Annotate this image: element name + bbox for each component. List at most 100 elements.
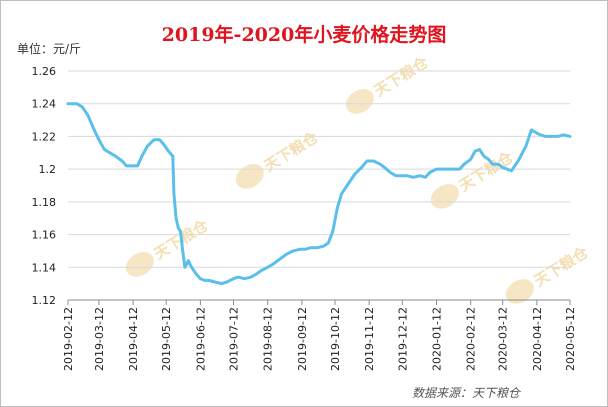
data-point [412, 176, 415, 179]
data-point [487, 158, 490, 161]
data-point [81, 105, 84, 109]
data-point [177, 226, 180, 230]
watermark-logo: 天下粮仓 [505, 243, 592, 304]
data-point [92, 127, 95, 130]
data-point [424, 176, 427, 179]
data-point [524, 145, 528, 148]
watermark-logo: 天下粮仓 [345, 53, 432, 114]
data-point [174, 217, 178, 220]
data-point [131, 164, 135, 168]
x-tick-label: 2019-10-12 [329, 307, 342, 371]
x-tick-label: 2019-11-12 [363, 307, 376, 371]
data-point [505, 167, 509, 171]
data-point [304, 248, 307, 251]
data-point [458, 167, 461, 171]
data-point [171, 154, 174, 158]
x-tick-label: 2020-01-12 [431, 307, 444, 371]
data-point [97, 138, 101, 141]
data-point [152, 138, 156, 141]
data-point [179, 230, 182, 233]
x-tick-label: 2019-09-12 [296, 307, 309, 371]
watermark-logo-mark [125, 252, 154, 277]
data-point [394, 174, 397, 177]
data-point [539, 133, 542, 136]
x-tick-label: 2019-03-12 [93, 307, 106, 371]
data-point [550, 135, 553, 138]
watermark-text: 天下粮仓 [456, 148, 517, 196]
data-point [187, 259, 190, 262]
data-point [158, 138, 161, 141]
data-point [510, 169, 513, 172]
data-point [469, 158, 472, 161]
watermark-logo: 天下粮仓 [125, 216, 212, 277]
watermark-logo-mark [430, 184, 459, 209]
data-point [114, 154, 117, 158]
y-tick-label: 1.26 [32, 65, 57, 78]
data-point [428, 171, 432, 174]
chart-title: 2019年-2020年小麦价格走势图 [161, 24, 447, 46]
x-tick-label: 2019-07-12 [227, 307, 240, 371]
data-point [444, 167, 447, 171]
data-point [199, 277, 202, 280]
data-point [190, 266, 193, 269]
data-point [225, 280, 229, 284]
data-point [401, 174, 404, 177]
data-point [66, 102, 70, 105]
data-point [372, 159, 375, 163]
x-tick-label: 2019-08-12 [262, 307, 275, 371]
data-point [203, 279, 206, 282]
data-point [316, 246, 319, 249]
data-point [183, 266, 187, 269]
data-point [418, 174, 422, 177]
data-point [462, 163, 466, 166]
data-point [556, 135, 560, 138]
data-point [167, 149, 170, 153]
y-tick-label: 1.14 [32, 261, 57, 274]
data-point [103, 148, 106, 151]
data-point [322, 244, 326, 248]
data-point [473, 149, 477, 153]
x-tick-label: 2020-03-12 [497, 307, 510, 371]
data-point [405, 174, 408, 177]
data-point [544, 135, 547, 138]
series-group [66, 102, 572, 286]
data-point [181, 249, 184, 253]
data-point [75, 102, 79, 105]
watermark-logo-mark [345, 89, 374, 114]
data-point [478, 148, 481, 151]
x-axis-ticks: 2019-02-12 2019-03-12 2019-04-12 2019-05-12… [62, 299, 577, 371]
data-point [389, 171, 392, 174]
data-point [298, 248, 301, 251]
data-point [360, 166, 363, 169]
data-point [213, 280, 216, 284]
x-tick-label: 2020-05-12 [564, 307, 577, 371]
data-point [285, 253, 288, 256]
data-point [236, 275, 240, 279]
data-point [336, 207, 339, 210]
unit-label: 单位：元/斤 [17, 42, 82, 56]
data-point [249, 275, 253, 279]
data-point [86, 114, 90, 117]
watermark-text: 天下粮仓 [261, 128, 322, 176]
y-tick-label: 1.18 [32, 196, 57, 209]
data-point [331, 230, 334, 233]
data-point [516, 159, 520, 163]
x-tick-label: 2019-05-12 [160, 307, 173, 371]
data-point [278, 257, 281, 261]
watermark-logo-mark [505, 279, 534, 304]
data-point [162, 143, 166, 146]
data-point [255, 272, 258, 275]
data-point [146, 145, 149, 148]
gridlines [68, 70, 570, 301]
data-point [140, 154, 144, 158]
data-point [353, 172, 357, 176]
data-point [327, 241, 330, 244]
x-tick-label: 2019-12-12 [396, 307, 409, 371]
data-point [491, 163, 494, 166]
data-point [365, 159, 369, 163]
data-point [497, 163, 500, 166]
watermark-text: 天下粮仓 [371, 53, 432, 101]
y-tick-label: 1.24 [32, 98, 57, 111]
